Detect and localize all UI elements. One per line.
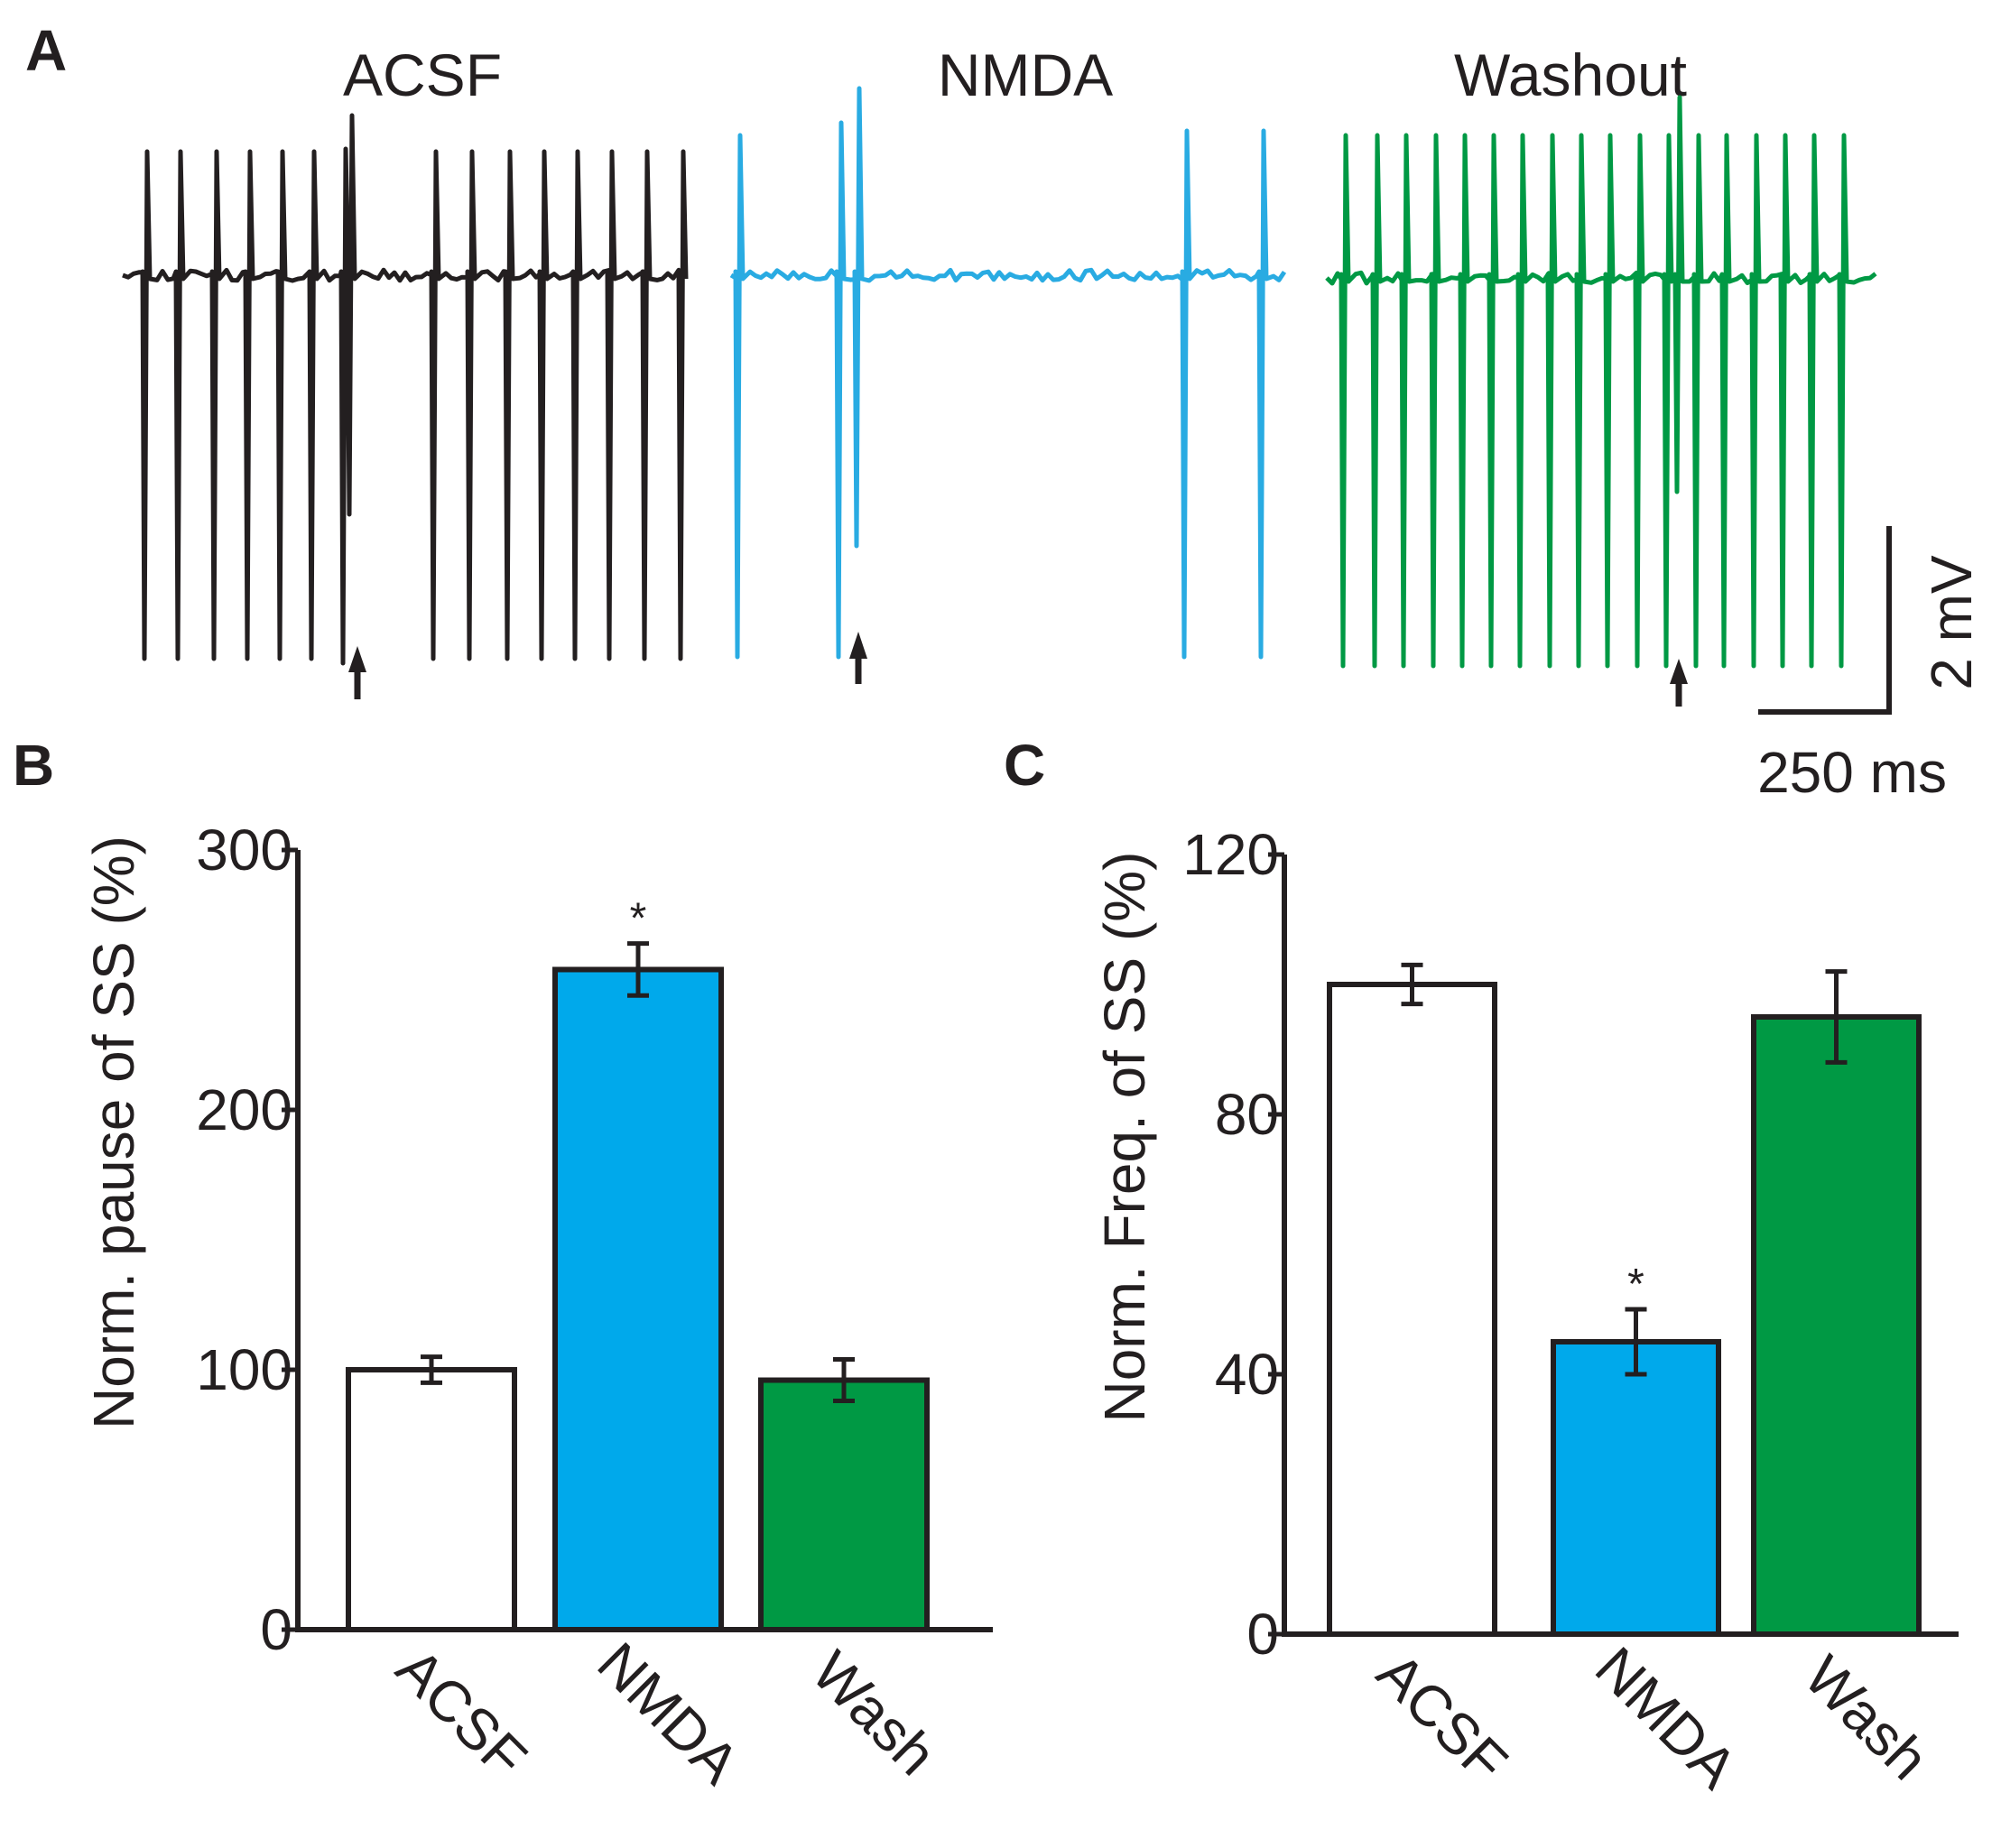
bar-acsf: [1327, 982, 1497, 1637]
category-label-acsf: ACSF: [384, 1636, 540, 1791]
scale-bar-voltage-label: 2 mV: [1919, 555, 1984, 690]
category-labels-c: ACSF NMDA Wash: [1365, 1634, 1941, 1800]
y-axis-label-c: Norm. Freq. of SS (%): [1092, 852, 1157, 1423]
panel-a-traces: A ACSF NMDA Washout 2 mV 250 ms: [25, 18, 1984, 805]
scale-bar: 2 mV 250 ms: [1757, 526, 1984, 805]
significance-marker: *: [1627, 1261, 1644, 1308]
y-tick-label: 80: [1215, 1082, 1279, 1147]
trace-acsf: [122, 113, 689, 666]
stimulus-arrow-acsf: [348, 646, 366, 699]
error-bar-nmda: [1625, 1307, 1647, 1377]
y-tick-label: 120: [1182, 822, 1279, 887]
panel-label-c: C: [1004, 733, 1045, 798]
y-axis-ticks-b: 0 100 200 300: [196, 818, 298, 1662]
bars-b: *: [346, 895, 930, 1633]
y-tick-label: 40: [1215, 1342, 1279, 1407]
category-label-wash: Wash: [1793, 1643, 1941, 1792]
stimulus-arrow-nmda: [849, 632, 867, 684]
y-axis-ticks-c: 0 40 80 120: [1182, 822, 1284, 1667]
significance-marker: *: [630, 895, 647, 943]
category-label-wash: Wash: [800, 1639, 949, 1788]
panel-label-b: B: [13, 733, 54, 798]
y-axis-label-b: Norm. pause of SS (%): [81, 836, 146, 1429]
trace-nmda: [729, 86, 1287, 660]
category-label-nmda: NMDA: [1583, 1634, 1749, 1800]
stimulus-arrow-washout: [1670, 659, 1688, 707]
y-tick-label: 200: [196, 1077, 292, 1142]
error-bar-acsf: [1401, 962, 1423, 1007]
panel-label-a: A: [25, 18, 67, 83]
y-tick-label: 300: [196, 818, 292, 882]
error-bar-wash: [1825, 969, 1848, 1065]
y-tick-label: 100: [196, 1337, 292, 1402]
trace-title-washout: Washout: [1454, 42, 1687, 108]
category-label-acsf: ACSF: [1365, 1640, 1520, 1796]
axes-b: [295, 850, 993, 1632]
scale-bar-time-label: 250 ms: [1757, 740, 1947, 805]
error-bar-nmda: [627, 941, 649, 998]
panel-b-chart: B Norm. pause of SS (%) 0 100 200 300 * ACS…: [13, 733, 993, 1797]
bar-wash: [758, 1377, 930, 1633]
bar-wash: [1751, 1014, 1922, 1637]
trace-washout: [1325, 95, 1877, 669]
category-labels-b: ACSF NMDA Wash: [384, 1630, 949, 1796]
panel-c-chart: C Norm. Freq. of SS (%) 0 40 80 120 * ACSF N…: [1004, 733, 1959, 1801]
bar-nmda: [552, 966, 724, 1632]
trace-title-acsf: ACSF: [343, 42, 502, 108]
error-bar-wash: [833, 1356, 855, 1404]
y-tick-label: 0: [1246, 1602, 1279, 1667]
bar-acsf: [346, 1367, 517, 1632]
category-label-nmda: NMDA: [585, 1630, 751, 1796]
axes-c: [1282, 855, 1959, 1637]
trace-title-nmda: NMDA: [938, 42, 1113, 108]
error-bar-acsf: [421, 1354, 442, 1385]
bar-nmda: [1551, 1339, 1721, 1637]
y-tick-label: 0: [260, 1597, 292, 1662]
bars-c: *: [1327, 962, 1922, 1637]
